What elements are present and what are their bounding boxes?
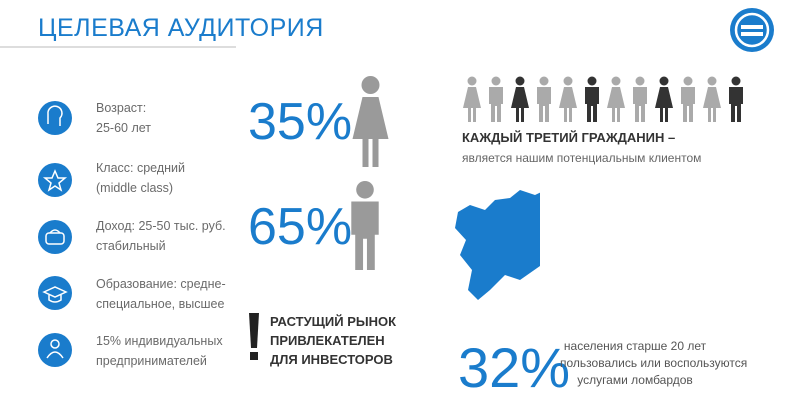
text-line: ПРИВЛЕКАТЕЛЕН <box>270 333 385 348</box>
text-line: Образование: средне- <box>96 277 226 291</box>
text-line: специальное, высшее <box>96 297 225 311</box>
exclamation <box>249 313 259 360</box>
text-line: стабильный <box>96 239 166 253</box>
text-line: Доход: 25-50 тыс. руб. <box>96 219 226 233</box>
pawn-share: 32% <box>458 336 571 399</box>
feature-text: Возраст: 25-60 лет <box>96 98 151 138</box>
feature-icons <box>38 101 72 367</box>
text-line: предпринимателей <box>96 354 207 368</box>
pawn-text: населения старше 20 лет пользовались или … <box>560 338 748 389</box>
title: ЦЕЛЕВАЯ АУДИТОРИЯ <box>38 14 324 42</box>
text-line: пользовались или воспользуются <box>560 356 748 370</box>
citizen-headline: КАЖДЫЙ ТРЕТИЙ ГРАЖДАНИН – <box>462 130 676 145</box>
text-line: услугами ломбардов <box>577 373 693 387</box>
feature-text: 15% индивидуальных предпринимателей <box>96 331 223 371</box>
text-line: ДЛЯ ИНВЕСТОРОВ <box>270 352 393 367</box>
text-line: (middle class) <box>96 181 174 195</box>
text-line: населения старше 20 лет <box>563 339 707 353</box>
text-line: Класс: средний <box>96 161 186 175</box>
female-share: 35% <box>248 93 353 151</box>
logo <box>730 8 774 52</box>
citizen-subline: является нашим потенциальным клиентом <box>462 151 702 165</box>
callout: РАСТУЩИЙ РЫНОК ПРИВЛЕКАТЕЛЕН ДЛЯ ИНВЕСТОРО… <box>270 312 396 369</box>
text-line: 15% индивидуальных <box>96 334 223 348</box>
male-figure <box>351 180 379 270</box>
people-row <box>463 76 743 122</box>
text-line: РАСТУЩИЙ РЫНОК <box>270 314 397 329</box>
feature-text: Образование: средне-специальное, высшее <box>96 274 226 314</box>
russia-map <box>455 168 735 312</box>
text-line: Возраст: <box>96 101 147 115</box>
male-share: 65% <box>248 198 353 256</box>
icon-glyphs <box>42 105 68 359</box>
feature-text: Доход: 25-50 тыс. руб. стабильный <box>96 216 226 256</box>
feature-text: Класс: средний (middle class) <box>96 158 185 198</box>
text-line: 25-60 лет <box>96 121 151 135</box>
female-figure <box>352 76 389 167</box>
